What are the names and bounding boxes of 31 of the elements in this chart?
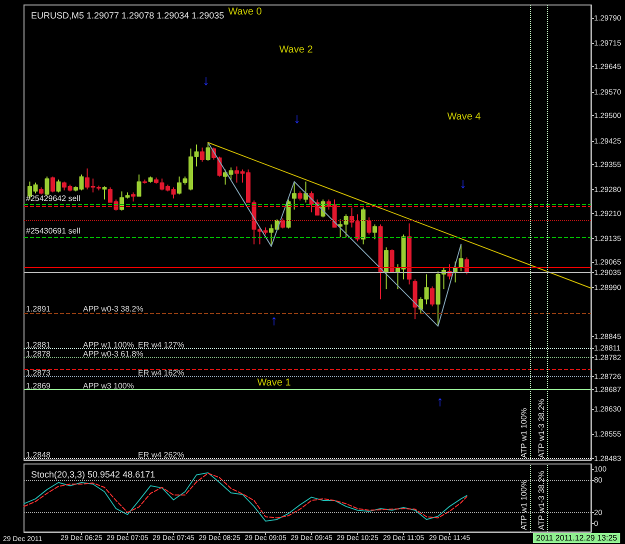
ref-line-label: ATP w1 100% bbox=[520, 408, 529, 458]
annotation: ↑ bbox=[270, 312, 278, 328]
annotation: Wave 0 bbox=[228, 6, 262, 18]
annotation: APP w0-3 38.2% bbox=[83, 304, 144, 314]
annotation: 1.2848 bbox=[26, 450, 52, 460]
annotation: APP w1 100% bbox=[83, 340, 134, 350]
annotation: ER w4 162% bbox=[138, 368, 184, 378]
text: EURUSD,M5 1.29077 1.29078 1.29034 1.29035 bbox=[31, 10, 224, 20]
ref-line-label: ATP w1-3 38.2% bbox=[536, 470, 546, 530]
annotation: APP w0-3 61.8% bbox=[83, 350, 144, 358]
annotation: Wave 1 bbox=[257, 378, 292, 388]
annotation: 1.2881 bbox=[26, 340, 52, 350]
annotation: ↓ bbox=[460, 175, 466, 191]
annotation: ↓ bbox=[202, 72, 210, 88]
ref-line-label: #25430691 sell bbox=[26, 226, 80, 236]
annotation: Wave 4 bbox=[447, 112, 482, 122]
text: Stoch(20,3,3) 50.9542 48.6171 bbox=[31, 470, 156, 480]
annotation: 1.2869 bbox=[26, 382, 52, 390]
annotation: Wave 2 bbox=[279, 44, 314, 56]
annotation: 1.2873 bbox=[26, 368, 52, 378]
annotation: ER w4 262% bbox=[138, 450, 184, 460]
ref-line-label: #25429642 sell bbox=[26, 194, 80, 204]
annotation: 1.2891 bbox=[26, 304, 52, 314]
ref-line-label: ATP w1 100% bbox=[520, 480, 529, 530]
annotation: ER w4 127% bbox=[138, 340, 184, 350]
ref-line-label: ATP w1-3 38.2% bbox=[536, 398, 546, 458]
annotation: ↓ bbox=[294, 110, 300, 126]
text: 2011 2011.12.29 13:25 bbox=[536, 534, 618, 542]
annotation: ↑ bbox=[436, 393, 444, 409]
annotation: 1.2878 bbox=[26, 350, 52, 358]
annotation: APP w3 100% bbox=[83, 382, 134, 390]
